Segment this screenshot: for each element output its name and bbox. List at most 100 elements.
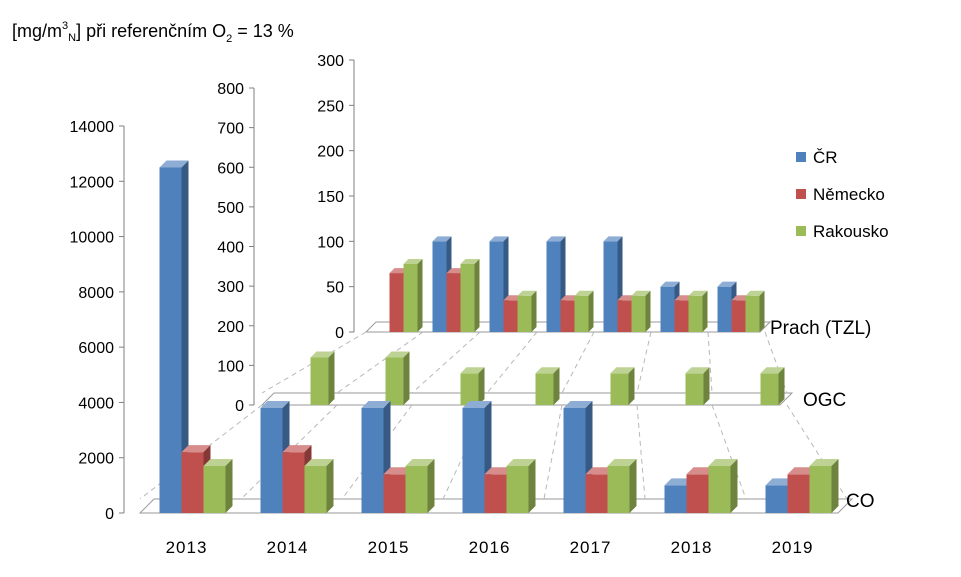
y-tick-label: 100 [317,234,344,251]
x-tick-label: 2015 [368,538,410,557]
legend-item-cr: ČR [796,148,838,167]
bar-side [328,351,335,405]
bar-co-rakousko-2015 [405,459,435,513]
bar-top [603,236,623,242]
bar-face [546,241,561,332]
bar-side [730,459,738,513]
legend-swatch [796,189,806,199]
y-tick-label: 800 [217,81,244,98]
bar-face [506,466,529,513]
category-guide-line [561,331,595,394]
legend-item-rakousko: Rakousko [796,222,889,241]
category-guide-line [711,404,747,500]
y-tick-label: 0 [235,398,244,415]
bar-face [664,485,687,513]
bar-side [629,459,637,513]
bar-side [588,290,594,332]
bar-side [225,459,233,513]
bar-face [304,466,327,513]
bar-top [686,467,716,475]
y-tick-label: 14000 [70,119,115,136]
y-tick-label: 250 [317,98,344,115]
y-tick-label: 12000 [70,174,115,191]
bar-face [607,466,630,513]
bar-top [607,459,637,467]
bar-face [688,295,703,332]
bar-prach-tzl-rakousko-2016 [574,290,594,332]
panel-label-prach-tzl: Prach (TZL) [770,318,871,339]
bar-top [563,400,593,408]
y-tick-label: 200 [217,319,244,336]
legend-item-nemecko: Německo [796,185,885,204]
bar-prach-tzl-rakousko-2017 [631,290,651,332]
bar-face [503,300,518,332]
bar-top [610,367,635,374]
bar-ogc-rakousko-2014 [385,351,410,405]
bar-face [361,407,384,513]
bar-top [631,290,651,296]
bar-side [474,259,480,332]
bar-face [385,357,404,405]
category-guide-line [411,331,481,394]
bar-side [759,290,765,332]
bar-prach-tzl-rakousko-2014 [460,259,480,332]
bar-face [685,373,704,405]
y-tick-label: 2000 [78,451,114,468]
bar-side [702,290,708,332]
y-tick-label: 8000 [78,285,114,302]
bar-side [553,367,560,405]
bar-face [745,295,760,332]
legend-swatch [796,152,806,162]
bar-top [432,236,452,242]
labels: Prach (TZL) OGC CO 2013 2014 2015 2016 2017 2018… [166,318,875,557]
panel-label-co: CO [846,491,875,512]
bar-face [489,241,504,332]
bar-side [528,459,536,513]
bar-ogc-rakousko-2016 [535,367,560,405]
legend: ČR Německo Rakousko [796,148,889,241]
bar-face [560,300,575,332]
bar-face [708,466,731,513]
y-tick-label: 100 [217,358,244,375]
y-tick-label: 10000 [70,230,115,247]
bar-face [484,474,507,513]
bar-side [181,160,189,513]
bar-face [617,300,632,332]
bar-top [181,445,211,453]
bar-face [631,295,646,332]
bar-face [765,485,788,513]
bar-face [787,474,810,513]
bar-side [403,351,410,405]
y-tick-label: 0 [335,325,344,342]
bar-face [159,167,182,513]
bar-ogc-rakousko-2015 [460,367,485,405]
bar-top [462,400,492,408]
bar-ogc-rakousko-2013 [310,351,335,405]
x-tick-label: 2016 [469,538,511,557]
category-guide-line [486,331,538,394]
bar-top [159,160,189,168]
bar-prach-tzl-rakousko-2013 [403,259,423,332]
bar-top [809,459,839,467]
y-tick-label: 500 [217,200,244,217]
bar-top [745,290,765,296]
y-tick-label: 400 [217,240,244,257]
bar-top [310,351,335,358]
bar-side [326,459,334,513]
bar-face [260,407,283,513]
category-guide-line [636,331,652,394]
bar-top [664,478,694,486]
bar-top [460,367,485,374]
bar-face [809,466,832,513]
bar-top [361,400,391,408]
bar-face [517,295,532,332]
panel-label-ogc: OGC [803,390,846,411]
bar-side [703,367,710,405]
bar-face [610,373,629,405]
bar-co-rakousko-2019 [809,459,839,513]
bar-face [462,407,485,513]
y-tick-label: 300 [217,279,244,296]
bar-top [489,236,509,242]
bar-co-rakousko-2017 [607,459,637,513]
bar-top [385,351,410,358]
